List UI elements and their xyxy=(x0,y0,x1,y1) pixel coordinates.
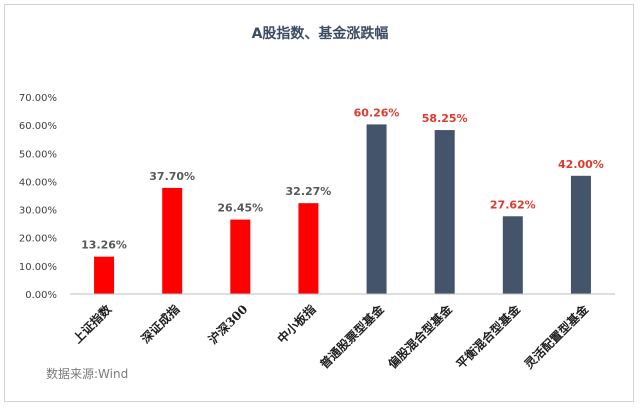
y-tick-label: 50.00% xyxy=(19,149,57,160)
data-label: 26.45% xyxy=(217,202,263,215)
bar xyxy=(434,130,455,294)
category-label: 普通股票型基金 xyxy=(317,301,388,372)
category-label: 中小板指 xyxy=(274,302,319,347)
y-tick-label: 0.00% xyxy=(25,290,57,301)
bar xyxy=(94,256,115,294)
data-label: 58.25% xyxy=(422,112,468,125)
y-tick-label: 40.00% xyxy=(19,177,57,188)
data-label: 37.70% xyxy=(149,170,195,183)
category-label: 深证成指 xyxy=(138,302,183,347)
bar xyxy=(230,219,251,294)
category-label: 偏股混合型基金 xyxy=(385,301,456,372)
chart-title: A股指数、基金涨跌幅 xyxy=(252,25,389,42)
category-label: 上证指数 xyxy=(70,301,115,346)
source-note: 数据来源:Wind xyxy=(46,366,128,381)
y-tick-label: 30.00% xyxy=(19,206,57,217)
bar xyxy=(162,187,183,294)
bar xyxy=(570,175,591,294)
bar xyxy=(502,216,523,294)
x-axis: 上证指数 深证成指 沪深300 中小板指普通股票型基金偏股混合型基金平衡混合型基金灵活… xyxy=(70,293,615,372)
y-axis: 0.00% 10.00% 20.00% 30.00% 40.00% 50.00% 60.00… xyxy=(19,93,57,301)
data-label: 27.62% xyxy=(490,198,536,211)
y-tick-label: 10.00% xyxy=(19,262,57,273)
bar xyxy=(298,203,319,294)
y-tick-label: 60.00% xyxy=(19,121,57,132)
y-tick-label: 20.00% xyxy=(19,234,57,245)
category-label: 平衡混合型基金 xyxy=(453,301,524,372)
y-tick-label: 70.00% xyxy=(19,93,57,104)
chart-frame xyxy=(4,4,634,402)
bar xyxy=(366,124,387,295)
bars-group: 13.26% 37.70% 26.45% 32.27% 60.26% 58.25% 27.6… xyxy=(81,106,604,295)
data-label: 13.26% xyxy=(81,239,127,252)
data-label: 60.26% xyxy=(354,106,400,119)
data-label: 42.00% xyxy=(558,158,604,171)
category-label: 沪深300 xyxy=(205,302,250,347)
data-label: 32.27% xyxy=(286,185,332,198)
category-label: 灵活配置型基金 xyxy=(521,301,592,372)
